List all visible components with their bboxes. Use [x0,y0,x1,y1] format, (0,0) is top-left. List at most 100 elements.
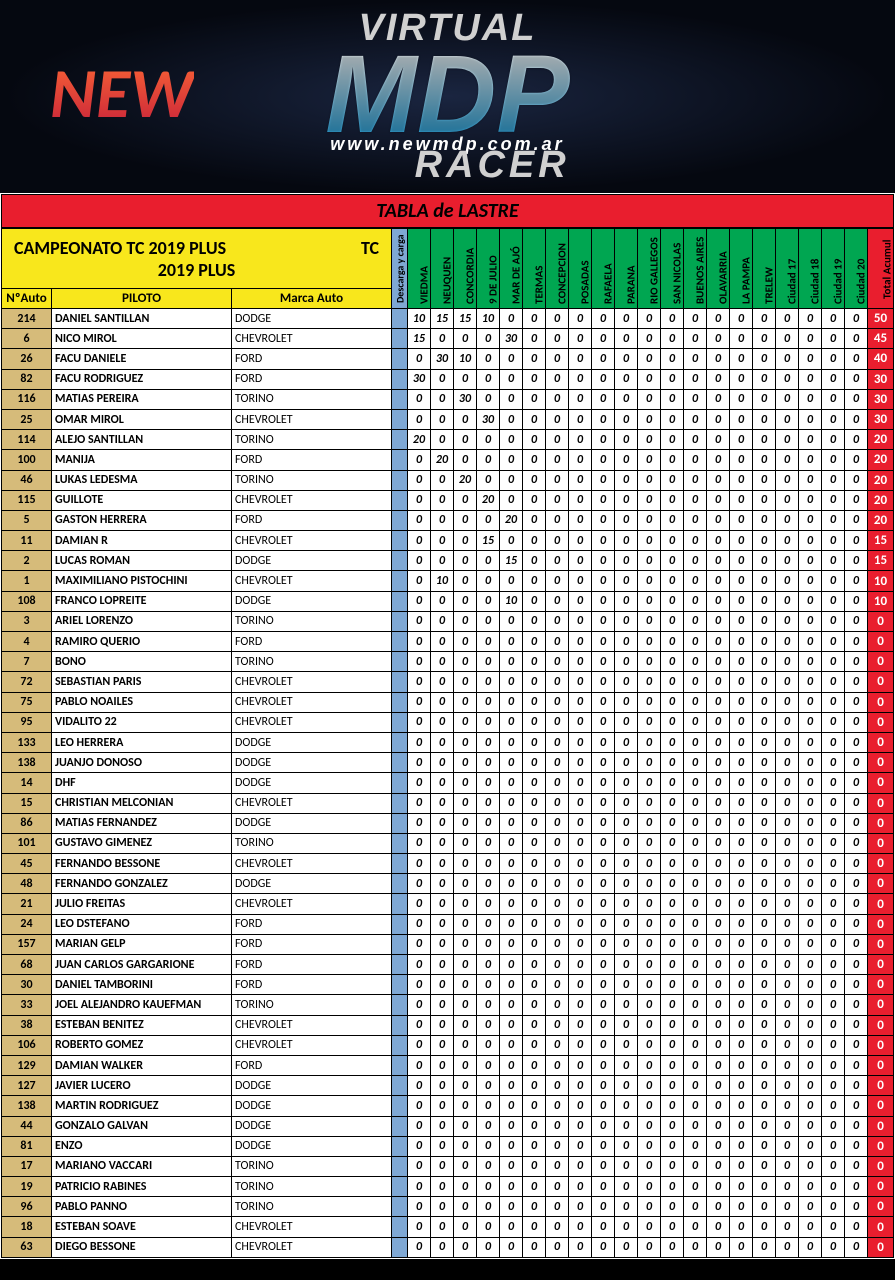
value-cell: 0 [753,813,776,833]
value-cell: 0 [615,1217,638,1237]
value-cell: 0 [638,1197,661,1217]
car-brand: CHEVROLET [232,712,392,732]
value-cell: 0 [592,793,615,813]
spacer [392,854,408,874]
pilot-name: GASTON HERRERA [52,510,232,530]
value-cell: 0 [523,975,546,995]
table-row: 18ESTEBAN SOAVECHEVROLET0000000000000000… [2,1217,894,1237]
value-cell: 0 [431,753,454,773]
value-cell: 0 [523,934,546,954]
value-cell: 0 [845,1015,868,1035]
value-cell: 0 [707,1156,730,1176]
value-cell: 0 [523,450,546,470]
value-cell: 0 [615,409,638,429]
value-cell: 0 [707,1035,730,1055]
spacer [392,1237,408,1257]
value-cell: 0 [684,1136,707,1156]
value-cell: 0 [753,450,776,470]
value-cell: 0 [684,712,707,732]
value-cell: 0 [569,1136,592,1156]
value-cell: 0 [454,995,477,1015]
value-cell: 0 [799,409,822,429]
value-cell: 0 [569,470,592,490]
value-cell: 0 [753,833,776,853]
value-cell: 20 [500,510,523,530]
value-cell: 0 [500,813,523,833]
car-brand: TORINO [232,389,392,409]
value-cell: 0 [661,1076,684,1096]
value-cell: 0 [753,329,776,349]
value-cell: 0 [615,470,638,490]
value-cell: 0 [477,672,500,692]
value-cell: 0 [569,531,592,551]
value-cell: 0 [408,490,431,510]
car-number: 138 [2,753,52,773]
value-cell: 0 [431,1035,454,1055]
value-cell: 30 [500,329,523,349]
value-cell: 0 [661,934,684,954]
value-cell: 0 [822,854,845,874]
value-cell: 0 [431,1015,454,1035]
car-number: 214 [2,309,52,329]
value-cell: 0 [661,1015,684,1035]
value-cell: 0 [454,874,477,894]
value-cell: 0 [454,712,477,732]
total-cell: 30 [868,409,894,429]
pilot-name: LUCAS ROMAN [52,551,232,571]
value-cell: 0 [799,914,822,934]
value-cell: 0 [523,409,546,429]
value-cell: 0 [799,712,822,732]
value-cell: 0 [753,389,776,409]
value-cell: 0 [730,955,753,975]
value-cell: 0 [500,934,523,954]
value-cell: 0 [638,833,661,853]
value-cell: 0 [845,1076,868,1096]
value-cell: 0 [753,369,776,389]
value-cell: 0 [845,692,868,712]
value-cell: 0 [730,894,753,914]
value-cell: 0 [569,510,592,530]
value-cell: 0 [730,1197,753,1217]
total-cell: 0 [868,1217,894,1237]
value-cell: 0 [569,1197,592,1217]
value-cell: 0 [684,833,707,853]
value-cell: 0 [776,1217,799,1237]
value-cell: 0 [523,914,546,934]
value-cell: 0 [822,571,845,591]
value-cell: 0 [730,551,753,571]
value-cell: 0 [454,955,477,975]
value-cell: 0 [546,1035,569,1055]
value-cell: 0 [546,389,569,409]
value-cell: 0 [454,1096,477,1116]
value-cell: 0 [408,1035,431,1055]
value-cell: 0 [431,732,454,752]
spacer [392,490,408,510]
car-number: 96 [2,1197,52,1217]
value-cell: 0 [592,1237,615,1257]
track-header: RIO GALLEGOS [638,229,661,309]
value-cell: 0 [822,1096,845,1116]
value-cell: 0 [615,773,638,793]
value-cell: 0 [477,591,500,611]
value-cell: 0 [408,1076,431,1096]
value-cell: 0 [707,975,730,995]
pilot-name: OMAR MIROL [52,409,232,429]
value-cell: 0 [454,591,477,611]
value-cell: 0 [615,753,638,773]
value-cell: 0 [845,1136,868,1156]
value-cell: 0 [592,571,615,591]
value-cell: 0 [592,1015,615,1035]
value-cell: 0 [569,955,592,975]
pilot-name: DANIEL TAMBORINI [52,975,232,995]
value-cell: 0 [523,1076,546,1096]
value-cell: 0 [592,1197,615,1217]
value-cell: 0 [615,389,638,409]
table-row: 138MARTIN RODRIGUEZDODGE0000000000000000… [2,1096,894,1116]
spacer [392,1156,408,1176]
value-cell: 0 [730,712,753,732]
value-cell: 0 [638,854,661,874]
value-cell: 0 [753,773,776,793]
value-cell: 0 [477,1096,500,1116]
value-cell: 0 [569,1096,592,1116]
spacer [392,632,408,652]
